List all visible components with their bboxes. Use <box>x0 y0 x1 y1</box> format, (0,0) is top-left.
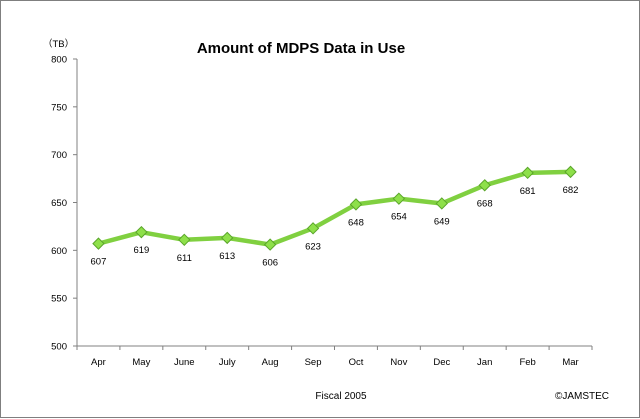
y-tick-label: 700 <box>51 150 67 161</box>
y-tick-labels: 500 550 600 650 700 750 800 <box>51 55 67 353</box>
x-tick-label: June <box>174 357 195 368</box>
x-tick-labels: Apr May June July Aug Sep Oct Nov Dec Jan Feb Mar <box>91 357 579 368</box>
data-label: 611 <box>177 253 192 264</box>
data-point-marker <box>392 192 406 205</box>
x-tick-label: Apr <box>91 357 106 368</box>
data-label: 619 <box>133 245 149 256</box>
data-label: 606 <box>262 258 278 269</box>
x-tick-label: Feb <box>519 357 535 368</box>
x-tick-label: Mar <box>562 357 578 368</box>
data-labels: 607 619 611 613 606 623 648 654 649 668 681 682 <box>91 185 579 269</box>
data-point-marker <box>435 197 448 210</box>
x-tick-label: Nov <box>390 357 407 368</box>
data-label: 681 <box>520 186 536 197</box>
data-label: 648 <box>348 217 364 228</box>
y-tick-label: 600 <box>51 246 67 257</box>
y-tick-label: 500 <box>51 342 67 353</box>
axes <box>73 58 593 350</box>
chart-title: Amount of MDPS Data in Use <box>197 40 405 57</box>
x-tick-label: Aug <box>262 357 279 368</box>
data-markers <box>92 165 577 251</box>
data-point-marker <box>564 165 577 179</box>
data-label: 607 <box>91 257 107 268</box>
data-point-marker <box>521 166 534 180</box>
y-tick-label: 550 <box>51 294 67 305</box>
x-axis-label: Fiscal 2005 <box>315 391 367 402</box>
x-tick-label: Dec <box>433 357 450 368</box>
x-tick-label: Jan <box>477 357 492 368</box>
data-point-marker <box>178 233 191 247</box>
data-point-marker <box>92 237 105 250</box>
y-tick-label: 800 <box>51 55 67 66</box>
data-label: 649 <box>434 216 450 227</box>
y-tick-label: 750 <box>51 102 67 113</box>
data-point-marker <box>263 238 277 251</box>
data-label: 654 <box>391 212 407 223</box>
x-tick-label: Oct <box>349 357 364 368</box>
series-line <box>96 169 573 247</box>
credit-label: ©JAMSTEC <box>555 391 609 402</box>
data-point-marker <box>349 198 363 211</box>
data-label: 613 <box>219 251 235 262</box>
data-label: 682 <box>563 185 579 196</box>
y-unit-label: （TB） <box>43 38 74 50</box>
data-point-marker <box>135 225 148 239</box>
x-tick-label: July <box>219 357 236 368</box>
series-polyline <box>96 169 573 247</box>
x-tick-label: Sep <box>305 357 322 368</box>
data-label: 668 <box>477 198 493 209</box>
data-label: 623 <box>305 241 321 252</box>
data-point-marker <box>478 179 491 192</box>
data-point-marker <box>221 231 234 245</box>
data-point-marker <box>306 222 320 235</box>
x-tick-label: May <box>132 357 150 368</box>
y-tick-label: 650 <box>51 198 67 209</box>
